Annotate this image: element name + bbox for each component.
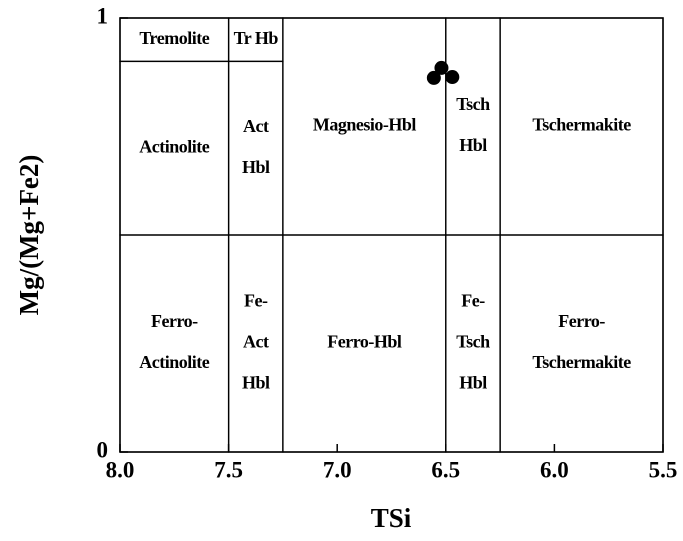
region-label: Tr Hb bbox=[234, 28, 279, 48]
region-label: Hbl bbox=[242, 157, 270, 177]
x-tick-label: 5.5 bbox=[649, 457, 678, 482]
plot-frame bbox=[119, 17, 664, 453]
region-label: Ferro-Hbl bbox=[327, 332, 402, 352]
region-label: Ferro- bbox=[558, 311, 605, 331]
region-label: Act bbox=[243, 116, 269, 136]
region-label: Tremolite bbox=[139, 28, 209, 48]
y-tick-label: 0 bbox=[97, 437, 109, 462]
x-tick-label: 6.5 bbox=[431, 457, 460, 482]
region-label: Tsch bbox=[456, 332, 490, 352]
region-label: Hbl bbox=[459, 373, 487, 393]
region bbox=[499, 234, 664, 453]
region-label: Tschermakite bbox=[532, 115, 631, 135]
data-point bbox=[434, 60, 449, 75]
region-label: Actinolite bbox=[139, 352, 209, 372]
region-label: Ferro- bbox=[151, 311, 198, 331]
y-axis-label: Mg/(Mg+Fe2) bbox=[14, 155, 44, 316]
region-label: Act bbox=[243, 332, 269, 352]
region bbox=[119, 234, 230, 453]
x-tick-label: 7.5 bbox=[214, 457, 243, 482]
data-point bbox=[426, 70, 441, 85]
region-label: Hbl bbox=[459, 135, 487, 155]
x-tick-label: 8.0 bbox=[106, 457, 135, 482]
x-tick-label: 6.0 bbox=[540, 457, 569, 482]
region-label: Tsch bbox=[456, 94, 490, 114]
region-label: Tschermakite bbox=[532, 352, 631, 372]
region-label: Hbl bbox=[242, 373, 270, 393]
data-point bbox=[445, 70, 460, 85]
x-tick-label: 7.0 bbox=[323, 457, 352, 482]
region-label: Fe- bbox=[244, 291, 268, 311]
region bbox=[227, 60, 284, 236]
x-axis-label: TSi bbox=[371, 503, 412, 533]
region-label: Magnesio-Hbl bbox=[313, 115, 417, 135]
region-label: Fe- bbox=[461, 291, 485, 311]
region-label: Actinolite bbox=[139, 136, 209, 156]
region bbox=[445, 17, 501, 236]
y-tick-label: 1 bbox=[97, 3, 109, 28]
